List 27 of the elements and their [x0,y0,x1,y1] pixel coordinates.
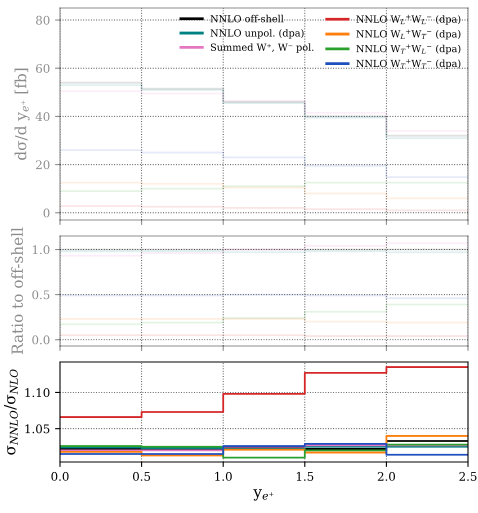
y-tick-label: 80 [36,16,50,25]
y-tick-label: 0 [44,208,50,218]
y-axis-title: dσ/d y$_{e⁺}$ [fb] [14,68,30,160]
y-axis-title: Ratio to off-shell [11,228,23,354]
x-tick-label: 2.0 [378,472,396,481]
y-tick-label: 1.10 [25,388,50,398]
legend-label: NNLO W$_{T}$$^{+}$W$_{T}$$^{−}$ (dpa) [356,59,460,69]
y-tick-label: 40 [36,112,50,122]
y-axis-title: σ$_{NNLO}$/σ$_{NLO}$ [4,369,18,455]
x-tick-label: 0.5 [132,472,150,481]
x-tick-label: 1.5 [296,472,314,481]
y-tick-label: 60 [36,64,50,73]
y-tick-label: 0.5 [32,290,50,300]
y-tick-label: 20 [36,160,50,170]
x-axis-title: y$_{e⁺}$ [253,489,274,501]
legend-label: NNLO off-shell [210,14,284,22]
legend-label: NNLO W$_{L}$$^{+}$W$_{L}$$^{−}$ (dpa) [356,14,460,25]
legend-label: Summed W⁺, W⁻ pol. [210,43,314,53]
legend-label: NNLO unpol. (dpa) [210,29,304,38]
x-tick-label: 2.5 [459,472,476,481]
legend-label: NNLO W$_{L}$$^{+}$W$_{T}$$^{−}$ (dpa) [356,30,460,40]
legend-label: NNLO W$_{T}$$^{+}$W$_{L}$$^{−}$ (dpa) [356,44,460,54]
y-tick-label: 0.0 [32,335,50,344]
x-tick-label: 0.0 [51,472,69,481]
x-tick-label: 1.0 [215,472,232,481]
y-tick-label: 1.05 [25,424,50,434]
y-tick-label: 1.0 [32,245,50,254]
